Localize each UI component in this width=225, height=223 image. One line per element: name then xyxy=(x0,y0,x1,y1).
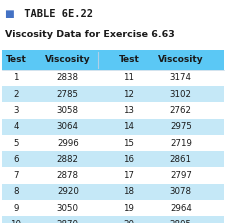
Text: Viscosity: Viscosity xyxy=(157,56,203,64)
Text: TABLE 6E.22: TABLE 6E.22 xyxy=(18,9,93,19)
Text: 3174: 3174 xyxy=(169,73,191,83)
Text: 13: 13 xyxy=(123,106,134,115)
Text: 20: 20 xyxy=(123,220,134,223)
Text: 2975: 2975 xyxy=(169,122,191,131)
Text: 2964: 2964 xyxy=(169,204,191,213)
Text: 15: 15 xyxy=(123,138,134,148)
Text: 2719: 2719 xyxy=(169,138,191,148)
Text: 1: 1 xyxy=(13,73,18,83)
Text: 2861: 2861 xyxy=(169,155,191,164)
Text: 2797: 2797 xyxy=(169,171,191,180)
Text: 18: 18 xyxy=(123,187,134,196)
Text: ■: ■ xyxy=(4,9,14,19)
Text: 8: 8 xyxy=(13,187,18,196)
Text: 12: 12 xyxy=(123,90,134,99)
Text: 2920: 2920 xyxy=(57,187,78,196)
Text: Viscosity Data for Exercise 6.63: Viscosity Data for Exercise 6.63 xyxy=(4,30,173,39)
Text: Test: Test xyxy=(5,56,26,64)
Text: 2882: 2882 xyxy=(56,155,79,164)
Text: Test: Test xyxy=(118,56,139,64)
Text: 2762: 2762 xyxy=(169,106,191,115)
Text: 5: 5 xyxy=(13,138,18,148)
Text: 2996: 2996 xyxy=(57,138,78,148)
Text: 2785: 2785 xyxy=(56,90,79,99)
Text: 3050: 3050 xyxy=(56,204,79,213)
Text: 4: 4 xyxy=(13,122,18,131)
Text: 9: 9 xyxy=(13,204,18,213)
Text: 2: 2 xyxy=(13,90,18,99)
Text: 10: 10 xyxy=(10,220,21,223)
Text: 2878: 2878 xyxy=(56,171,79,180)
Text: 2805: 2805 xyxy=(169,220,191,223)
Text: 3078: 3078 xyxy=(169,187,191,196)
Text: 3: 3 xyxy=(13,106,18,115)
Text: 3064: 3064 xyxy=(56,122,79,131)
Text: 2838: 2838 xyxy=(56,73,79,83)
Text: 2870: 2870 xyxy=(56,220,79,223)
Text: Viscosity: Viscosity xyxy=(45,56,90,64)
Text: 3102: 3102 xyxy=(169,90,191,99)
Text: 17: 17 xyxy=(123,171,134,180)
Text: 6: 6 xyxy=(13,155,18,164)
Text: 7: 7 xyxy=(13,171,18,180)
Text: 11: 11 xyxy=(123,73,134,83)
Text: 16: 16 xyxy=(123,155,134,164)
Text: 19: 19 xyxy=(123,204,134,213)
Text: 14: 14 xyxy=(123,122,134,131)
Text: 3058: 3058 xyxy=(56,106,79,115)
